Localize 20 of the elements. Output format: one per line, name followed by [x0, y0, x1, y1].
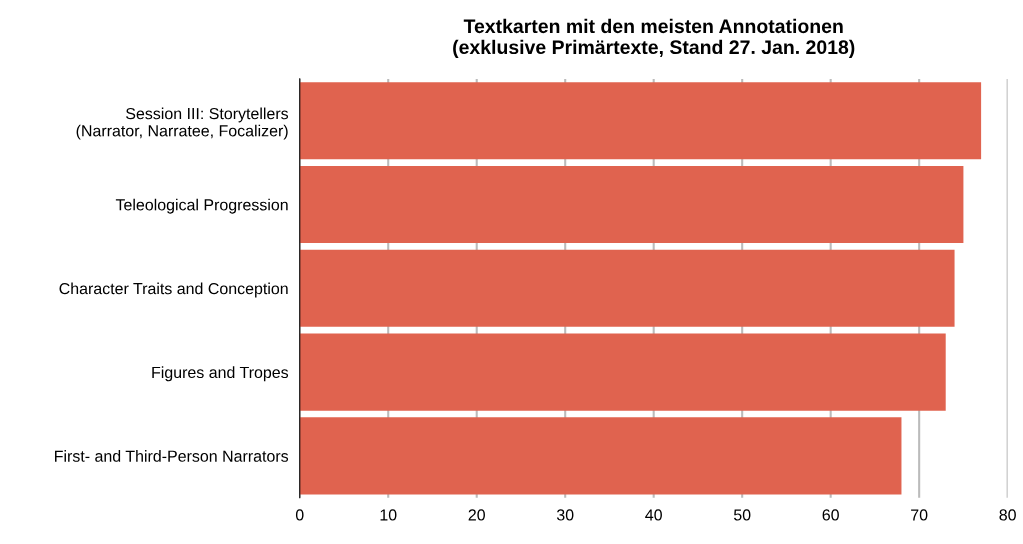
x-tick-label: 40 — [645, 509, 662, 521]
x-tick-label: 0 — [295, 509, 304, 521]
x-tick-label: 20 — [468, 509, 485, 521]
x-tick-label: 70 — [911, 509, 928, 521]
x-tick-label: 30 — [556, 509, 574, 521]
bar — [299, 333, 946, 411]
y-tick-label: Teleological Progression — [115, 198, 288, 214]
y-tick-label: Session III: Storytellers (Narrator, Narratee, Focalizer) — [76, 107, 289, 140]
x-tick-label: 10 — [380, 509, 397, 521]
x-tick-label: 60 — [822, 509, 839, 521]
x-tick-label: 80 — [999, 509, 1016, 521]
y-tick-label: First- and Third-Person Narrators — [55, 450, 289, 462]
bar — [299, 166, 964, 244]
y-tick-label: Character Traits and Conception — [59, 282, 288, 298]
chart-title: Textkarten mit den meisten Annotationen (exklusive Primärtexte, Stand 27. Jan. 2018) — [453, 18, 855, 58]
bar — [299, 249, 955, 327]
bar — [299, 82, 982, 160]
y-tick-label: Figures and Tropes — [152, 366, 289, 382]
bar — [299, 417, 902, 495]
x-tick-label: 50 — [733, 509, 751, 521]
